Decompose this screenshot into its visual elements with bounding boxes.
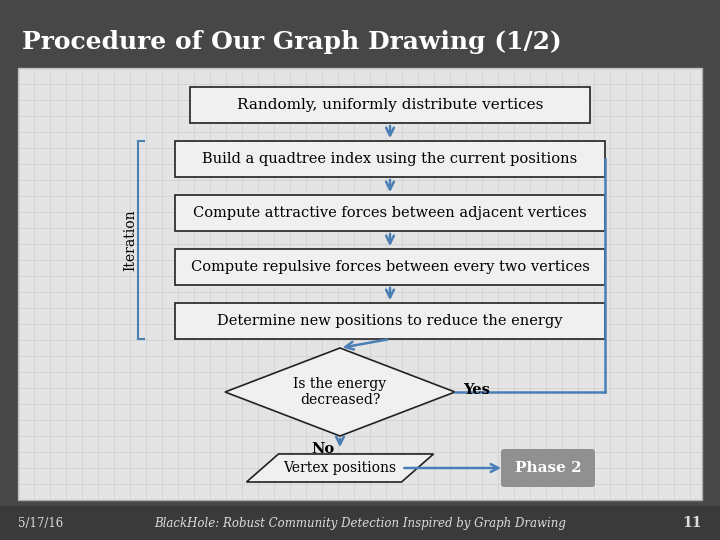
- Text: Procedure of Our Graph Drawing (1/2): Procedure of Our Graph Drawing (1/2): [22, 30, 562, 54]
- Text: 11: 11: [683, 516, 702, 530]
- Text: BlackHole: Robust Community Detection Inspired by Graph Drawing: BlackHole: Robust Community Detection In…: [154, 516, 566, 530]
- FancyBboxPatch shape: [501, 449, 595, 487]
- Bar: [18, 68, 702, 500]
- Text: Phase 2: Phase 2: [515, 461, 581, 475]
- Bar: [175, 249, 605, 285]
- Polygon shape: [225, 348, 455, 436]
- Text: Vertex positions: Vertex positions: [284, 461, 397, 475]
- Text: Compute repulsive forces between every two vertices: Compute repulsive forces between every t…: [191, 260, 590, 274]
- Bar: [175, 195, 605, 231]
- Text: Determine new positions to reduce the energy: Determine new positions to reduce the en…: [217, 314, 563, 328]
- Bar: [175, 303, 605, 339]
- Bar: [0, 506, 720, 540]
- Text: Is the energy: Is the energy: [294, 377, 387, 391]
- Text: Compute attractive forces between adjacent vertices: Compute attractive forces between adjace…: [193, 206, 587, 220]
- Polygon shape: [246, 454, 433, 482]
- Text: 5/17/16: 5/17/16: [18, 516, 63, 530]
- Text: decreased?: decreased?: [300, 393, 380, 407]
- Bar: [190, 87, 590, 123]
- Text: No: No: [311, 442, 334, 456]
- Text: Build a quadtree index using the current positions: Build a quadtree index using the current…: [202, 152, 577, 166]
- Text: Iteration: Iteration: [123, 209, 137, 271]
- Text: Yes: Yes: [463, 383, 490, 397]
- Text: Randomly, uniformly distribute vertices: Randomly, uniformly distribute vertices: [237, 98, 543, 112]
- Bar: [175, 141, 605, 177]
